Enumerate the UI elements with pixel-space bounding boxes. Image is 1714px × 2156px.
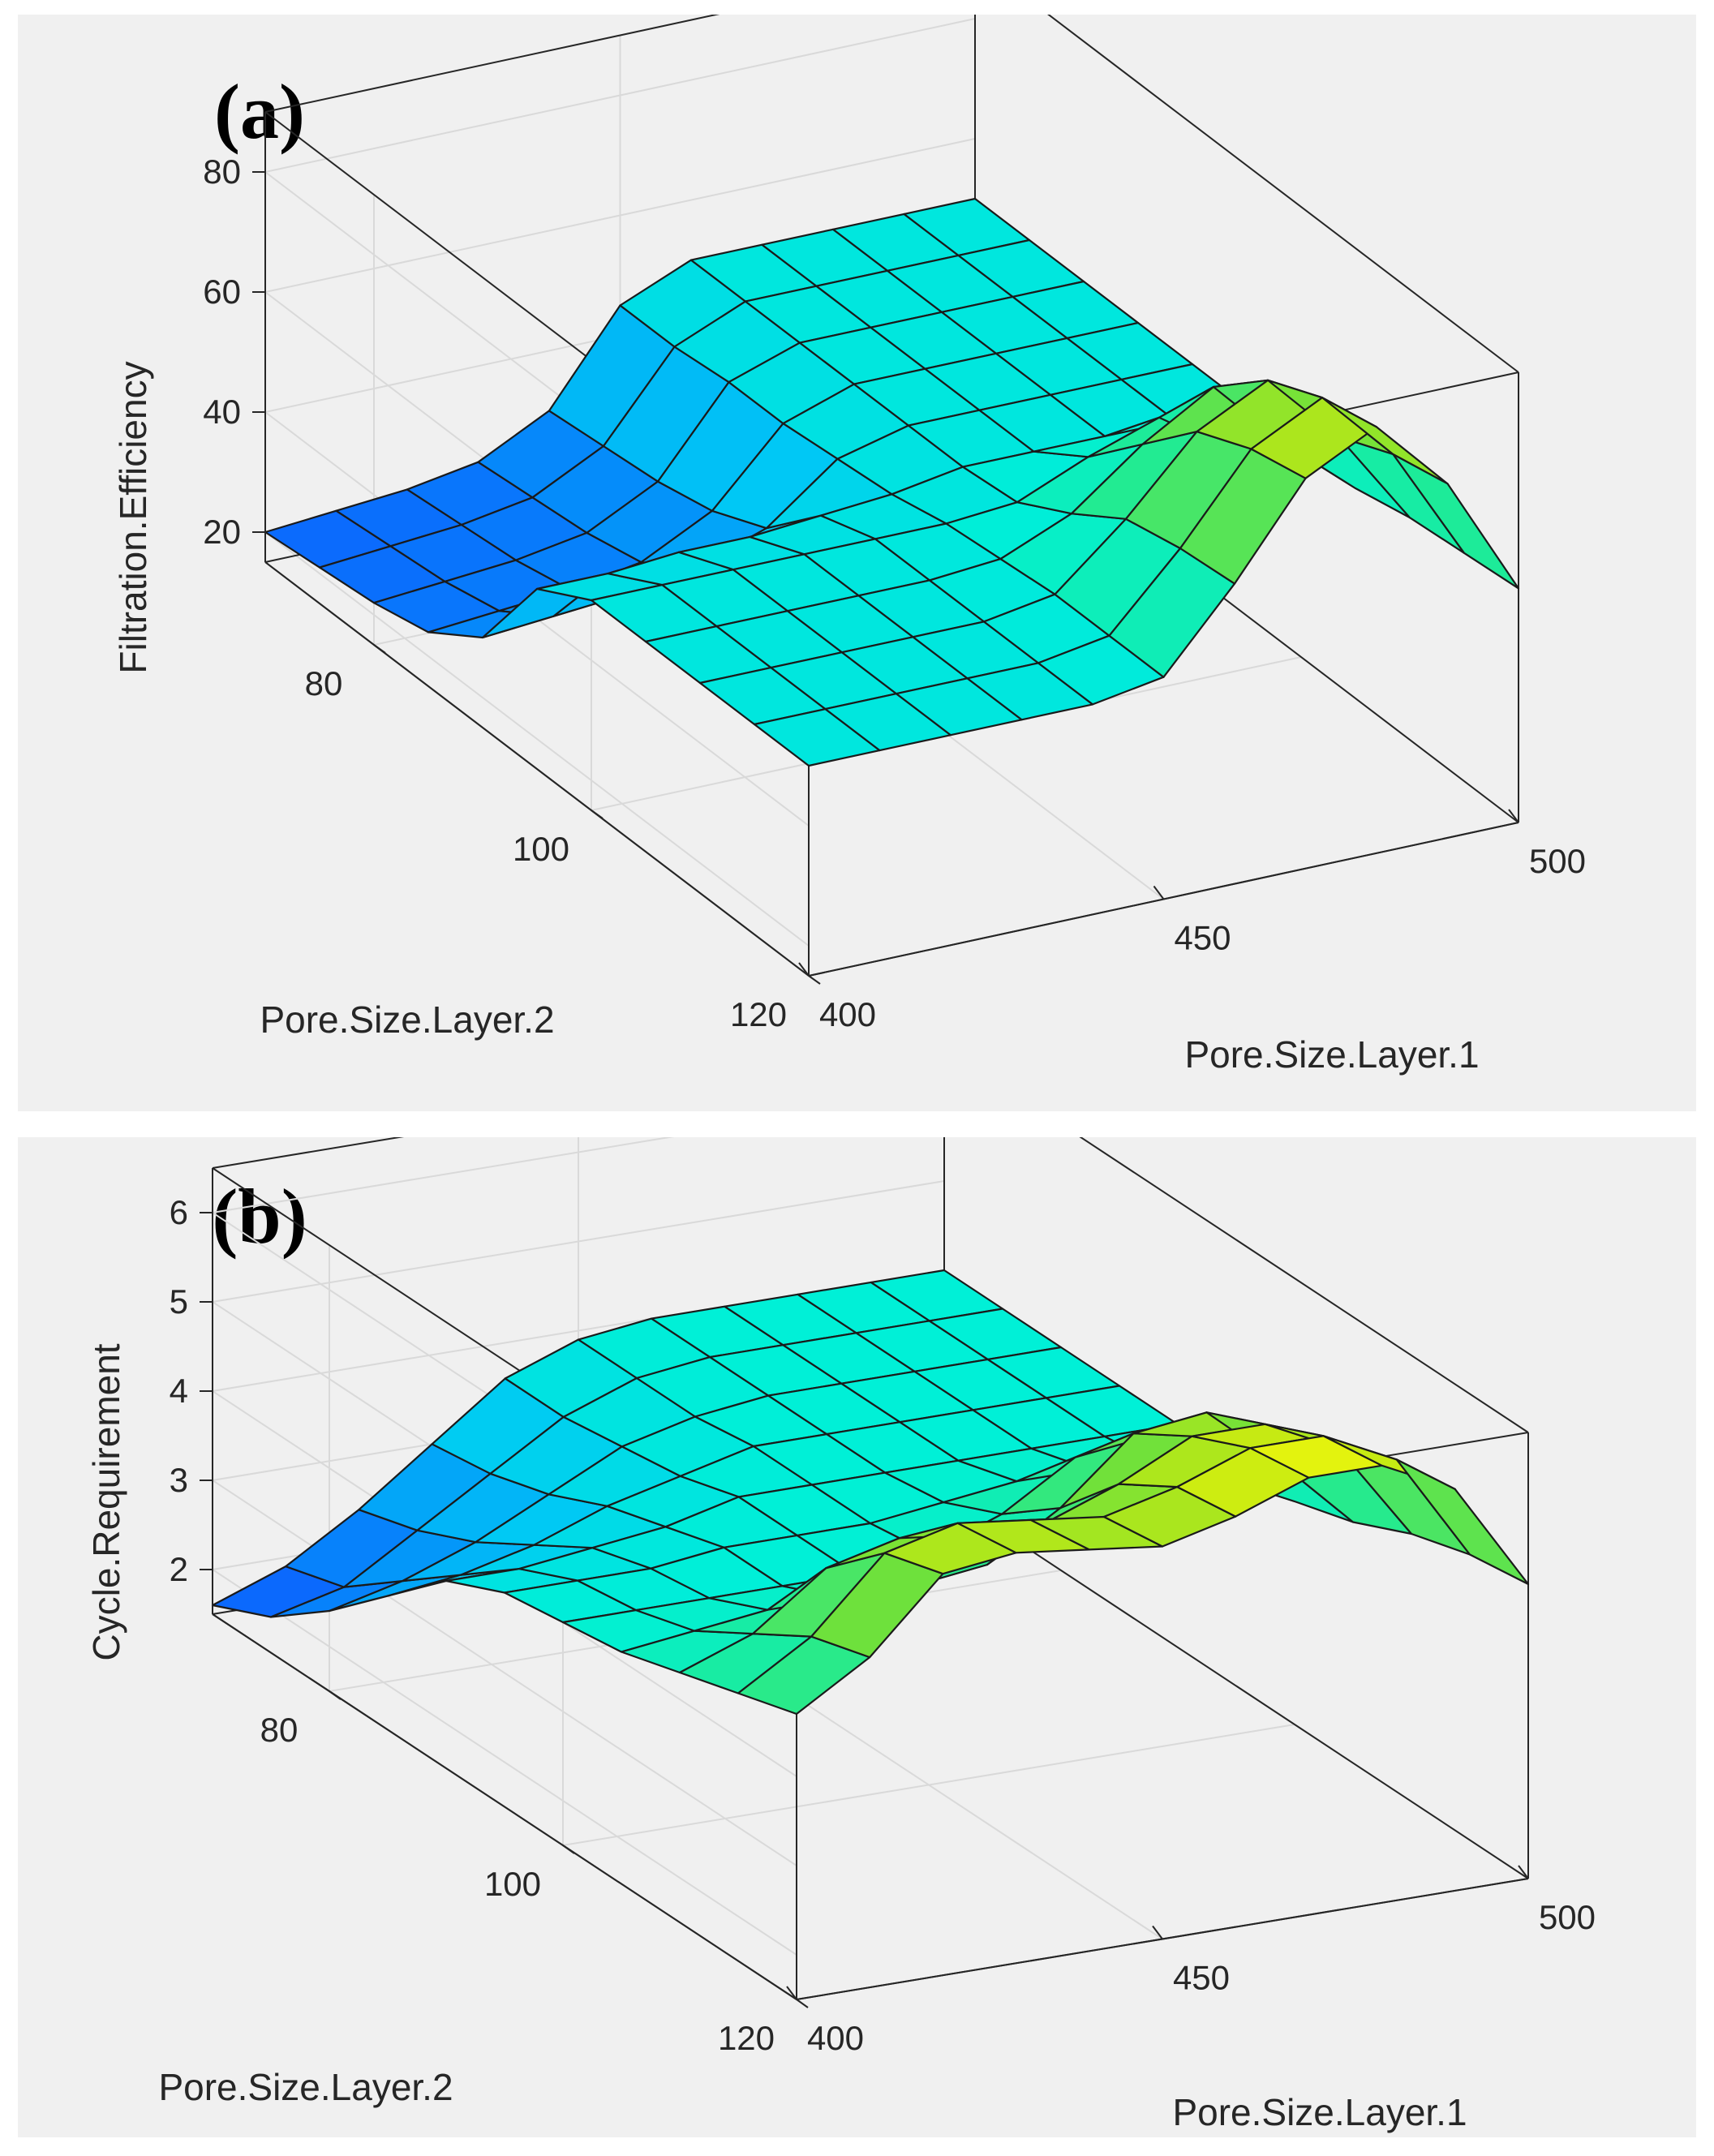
surface-plot-b: (b) 400 450 500 80 100 120 2 3 4 5 6 Cycle.Requireme… bbox=[85, 1137, 1596, 2133]
z-tick-label: 2 bbox=[170, 1550, 188, 1588]
x-tick-label: 500 bbox=[1539, 1898, 1596, 1936]
surface-patch bbox=[1395, 1458, 1530, 1586]
x-tick-mark bbox=[1152, 1925, 1163, 1940]
panel-a: (a) 400 450 500 80 100 120 20 40 60 80 Filtration.E… bbox=[18, 15, 1696, 1111]
surface bbox=[211, 1269, 1530, 1716]
box-edge bbox=[264, 15, 720, 113]
box-edge bbox=[1079, 1137, 1529, 1433]
y-tick-label: 80 bbox=[260, 1711, 299, 1749]
y-tick-label: 80 bbox=[305, 664, 343, 702]
y-axis-line bbox=[264, 561, 810, 977]
z-tick-label: 3 bbox=[170, 1461, 188, 1499]
y-tick-label: 120 bbox=[730, 995, 787, 1033]
z-axis-label: Cycle.Requirement bbox=[85, 1343, 127, 1660]
y-tick-mark bbox=[591, 810, 604, 819]
surface-patch bbox=[1392, 453, 1520, 590]
z-tick-label: 40 bbox=[203, 393, 241, 431]
z-tick-label: 5 bbox=[170, 1282, 188, 1321]
surface-plot-a: (a) 400 450 500 80 100 120 20 40 60 80 Filtration.E… bbox=[112, 15, 1586, 1076]
y-tick-mark bbox=[808, 975, 821, 985]
z-tick-label: 4 bbox=[170, 1372, 188, 1410]
y-axis-label: Pore.Size.Layer.2 bbox=[158, 2066, 453, 2108]
x-axis-label: Pore.Size.Layer.1 bbox=[1184, 1033, 1479, 1076]
y-tick-mark bbox=[562, 1845, 575, 1854]
y-tick-mark bbox=[329, 1690, 342, 1700]
y-tick-label: 100 bbox=[513, 830, 569, 868]
axes: 400 450 500 80 100 120 2 3 4 5 6 Cycle.Requirement P… bbox=[85, 1168, 1596, 2133]
box-edge bbox=[212, 1137, 405, 1169]
z-tick-label: 60 bbox=[203, 273, 241, 311]
z-axis-label: Filtration.Efficiency bbox=[112, 361, 154, 673]
box-edge bbox=[943, 1492, 1529, 1879]
y-gridline bbox=[796, 1553, 1529, 2001]
y-axis-line bbox=[212, 1613, 797, 2000]
x-tick-mark bbox=[798, 962, 810, 977]
x-tick-label: 500 bbox=[1529, 842, 1586, 880]
z-tick-label: 6 bbox=[170, 1193, 188, 1231]
x-tick-mark bbox=[1518, 1865, 1529, 1879]
x-tick-mark bbox=[1153, 885, 1165, 900]
y-axis-label: Pore.Size.Layer.2 bbox=[260, 999, 554, 1041]
x-tick-label: 400 bbox=[819, 995, 876, 1033]
y-tick-label: 120 bbox=[718, 2019, 775, 2057]
panel-label: (a) bbox=[214, 68, 305, 155]
y-tick-mark bbox=[373, 644, 386, 654]
surface bbox=[264, 197, 1520, 767]
x-tick-label: 450 bbox=[1173, 1959, 1230, 1997]
x-tick-mark bbox=[786, 1986, 797, 2000]
panel-b: (b) 400 450 500 80 100 120 2 3 4 5 6 Cycle.Requireme… bbox=[18, 1137, 1696, 2137]
axes: 400 450 500 80 100 120 20 40 60 80 Filtration.Effi… bbox=[112, 112, 1586, 1076]
box-edge bbox=[1046, 15, 1519, 373]
y-tick-label: 100 bbox=[484, 1865, 541, 1903]
x-axis-label: Pore.Size.Layer.1 bbox=[1172, 2091, 1467, 2133]
x-tick-mark bbox=[1508, 809, 1519, 823]
panel-label: (b) bbox=[212, 1173, 307, 1260]
y-tick-mark bbox=[796, 1999, 809, 2008]
x-tick-label: 450 bbox=[1174, 919, 1231, 957]
z-tick-label: 80 bbox=[203, 152, 241, 191]
z-tick-label: 20 bbox=[203, 513, 241, 551]
x-tick-label: 400 bbox=[807, 2019, 864, 2057]
